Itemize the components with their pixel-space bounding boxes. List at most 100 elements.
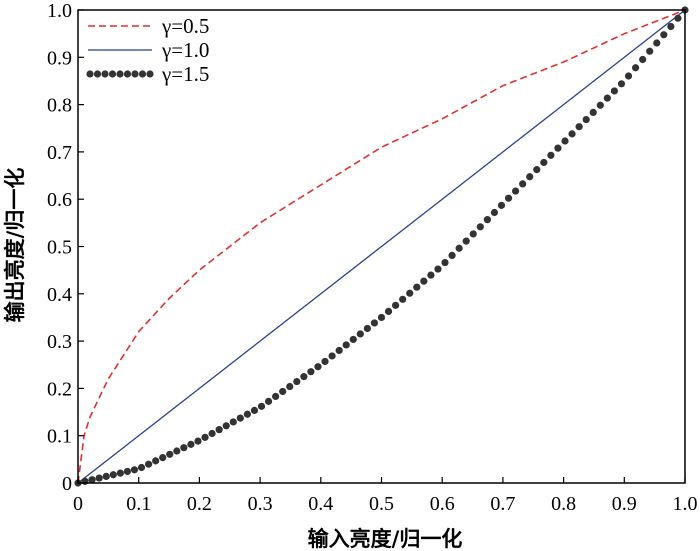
x-axis-title: 输入亮度/归一化: [308, 527, 463, 551]
series-3-point: [328, 352, 336, 360]
series-3-point: [624, 72, 633, 80]
series-3: [74, 6, 689, 487]
legend-marker: [123, 70, 132, 78]
series-3-point: [300, 373, 308, 381]
series-3-point: [293, 377, 301, 386]
y-tick-label: 0.5: [47, 237, 72, 259]
series-3-point: [653, 39, 661, 47]
series-3-point: [455, 244, 463, 252]
series-3-point: [173, 447, 181, 455]
series-3-point: [264, 397, 273, 405]
series-3-point: [631, 64, 640, 72]
legend-marker: [108, 70, 117, 78]
series-3-point: [257, 402, 266, 410]
legend-marker: [86, 70, 94, 78]
series-3-point: [321, 357, 329, 366]
y-tick-label: 0.9: [47, 47, 72, 69]
y-tick-label: 0.7: [47, 142, 72, 164]
series-3-point: [526, 173, 534, 181]
series-3-point: [533, 166, 541, 174]
series-3-point: [603, 94, 611, 102]
series-3-point: [582, 115, 590, 124]
series-3-point: [667, 22, 675, 31]
series-3-point: [448, 251, 456, 260]
series-3-point: [568, 130, 576, 138]
series-3-point: [392, 301, 400, 309]
series-3-point: [243, 410, 251, 418]
series-3-point: [180, 444, 188, 452]
series-3-point: [519, 180, 527, 188]
series-3-point: [335, 346, 343, 355]
series-3-point: [441, 258, 449, 267]
series-1: [77, 9, 686, 484]
series-3-point: [166, 450, 174, 458]
x-tick-label: 0: [73, 493, 83, 515]
series-3-point: [208, 429, 216, 438]
y-tick-label: 0.6: [47, 189, 72, 211]
series-3-point: [490, 208, 499, 217]
series-3-point: [187, 440, 195, 448]
series-3-point: [469, 230, 477, 238]
series-3-point: [272, 392, 280, 401]
series-3-point: [617, 80, 626, 88]
series-3-point: [399, 295, 407, 303]
series-2: [77, 9, 686, 484]
y-axis-title: 输出亮度/归一化: [3, 168, 27, 323]
legend-marker: [146, 70, 154, 78]
series-3-point: [596, 101, 604, 109]
series-3-point: [194, 437, 202, 445]
series-3-point: [88, 476, 96, 484]
x-tick-label: 0.9: [612, 493, 637, 515]
series-3-point: [462, 237, 470, 245]
series-3-point: [434, 265, 442, 273]
series-3-point: [610, 87, 619, 95]
legend-marker: [93, 70, 102, 78]
series-3-point: [279, 387, 287, 396]
series-3-point: [512, 187, 520, 195]
legend-label: γ=0.5: [161, 14, 209, 38]
series-3-point: [314, 363, 322, 371]
x-tick-label: 0.4: [308, 493, 333, 515]
series-layer: [74, 6, 689, 487]
y-tick-label: 0.3: [47, 331, 72, 353]
series-3-point: [589, 108, 597, 117]
x-tick-label: 0.5: [369, 493, 394, 515]
series-3-point: [201, 433, 209, 441]
legend-item-1: γ=0.5: [88, 14, 209, 38]
series-3-point: [342, 341, 350, 349]
series-3-point: [406, 289, 414, 297]
y-tick-label: 0.2: [47, 378, 72, 400]
series-3-point: [95, 474, 103, 482]
series-3-point: [286, 382, 294, 391]
series-3-point: [504, 194, 513, 202]
series-3-point: [349, 335, 357, 344]
series-3-point: [250, 406, 259, 414]
series-3-point: [137, 463, 146, 472]
series-1-line: [77, 9, 686, 484]
series-3-point: [561, 137, 569, 145]
series-3-point: [363, 324, 371, 333]
series-3-point: [102, 472, 110, 480]
y-tick-label: 0: [62, 473, 72, 495]
series-3-point: [483, 216, 491, 224]
series-3-point: [144, 460, 153, 468]
x-tick-label: 0.7: [490, 493, 515, 515]
x-tick-label: 0.6: [430, 493, 455, 515]
series-3-point: [674, 14, 682, 22]
x-tick-label: 1.0: [673, 493, 698, 515]
legend-marker: [116, 70, 124, 78]
series-3-point: [222, 422, 230, 430]
series-3-point: [575, 123, 583, 131]
series-3-point: [123, 467, 132, 476]
x-tick-label: 0.1: [126, 493, 151, 515]
y-tick-label: 1.0: [47, 0, 72, 22]
legend-marker: [138, 70, 147, 78]
series-3-point: [152, 457, 160, 465]
series-3-point: [639, 55, 647, 64]
x-tick-label: 0.8: [551, 493, 576, 515]
series-3-point: [307, 368, 315, 376]
series-3-point: [476, 223, 484, 231]
x-tick-label: 0.3: [248, 493, 273, 515]
y-tick-label: 0.1: [47, 426, 72, 448]
